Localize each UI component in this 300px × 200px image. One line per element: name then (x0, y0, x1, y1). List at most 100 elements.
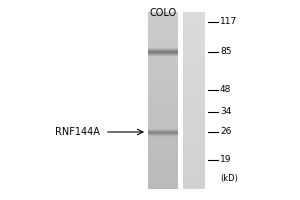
Bar (148, 180, 178, 181)
Bar (148, 100, 178, 101)
Bar (148, 152, 178, 153)
Bar (148, 52, 178, 53)
Bar (148, 67, 178, 68)
Bar (148, 33, 178, 34)
Bar (183, 186, 205, 188)
Bar (148, 178, 178, 180)
Bar (148, 138, 178, 139)
Bar (148, 73, 178, 74)
Bar (183, 60, 205, 62)
Bar (148, 148, 178, 150)
Bar (183, 54, 205, 56)
Bar (148, 131, 178, 132)
Bar (183, 153, 205, 154)
Bar (148, 53, 178, 54)
Bar (148, 155, 178, 156)
Bar (148, 85, 178, 86)
Bar (183, 126, 205, 127)
Bar (148, 43, 178, 44)
Bar (183, 57, 205, 58)
Bar (183, 59, 205, 60)
Bar (148, 133, 178, 135)
Bar (183, 13, 205, 14)
Bar (148, 185, 178, 187)
Bar (148, 78, 178, 79)
Bar (148, 128, 178, 130)
Bar (148, 105, 178, 107)
Bar (148, 108, 178, 109)
Bar (148, 130, 178, 131)
Bar (148, 137, 178, 138)
Bar (183, 66, 205, 67)
Bar (148, 170, 178, 171)
Bar (148, 133, 178, 134)
Bar (148, 16, 178, 17)
Bar (183, 38, 205, 40)
Bar (148, 83, 178, 85)
Bar (183, 89, 205, 91)
Bar (148, 49, 178, 50)
Bar (148, 22, 178, 23)
Bar (183, 119, 205, 121)
Bar (148, 55, 178, 56)
Bar (183, 45, 205, 47)
Bar (183, 38, 205, 39)
Bar (183, 170, 205, 171)
Bar (148, 52, 178, 53)
Bar (148, 96, 178, 98)
Bar (148, 149, 178, 151)
Bar (183, 129, 205, 130)
Bar (148, 97, 178, 99)
Bar (148, 99, 178, 100)
Bar (183, 62, 205, 64)
Bar (183, 160, 205, 161)
Bar (148, 104, 178, 105)
Bar (148, 95, 178, 96)
Bar (148, 63, 178, 64)
Bar (183, 31, 205, 33)
Bar (148, 12, 178, 13)
Bar (183, 73, 205, 74)
Bar (148, 71, 178, 72)
Bar (148, 88, 178, 89)
Bar (148, 35, 178, 36)
Bar (183, 18, 205, 20)
Bar (148, 145, 178, 146)
Bar (183, 12, 205, 13)
Bar (183, 103, 205, 104)
Bar (148, 119, 178, 121)
Bar (148, 49, 178, 50)
Bar (183, 48, 205, 49)
Bar (148, 174, 178, 175)
Bar (183, 128, 205, 130)
Bar (148, 122, 178, 123)
Bar (148, 158, 178, 159)
Bar (183, 97, 205, 99)
Bar (183, 63, 205, 64)
Bar (183, 87, 205, 88)
Bar (183, 78, 205, 79)
Bar (148, 77, 178, 78)
Bar (183, 74, 205, 76)
Bar (148, 182, 178, 183)
Bar (183, 52, 205, 53)
Bar (183, 111, 205, 112)
Bar (183, 17, 205, 19)
Bar (148, 31, 178, 33)
Bar (148, 162, 178, 163)
Bar (183, 70, 205, 71)
Bar (183, 72, 205, 73)
Bar (148, 160, 178, 161)
Bar (183, 58, 205, 59)
Bar (148, 90, 178, 92)
Bar (148, 129, 178, 130)
Bar (183, 75, 205, 77)
Bar (183, 96, 205, 97)
Bar (183, 21, 205, 22)
Bar (183, 26, 205, 27)
Bar (148, 140, 178, 142)
Bar (183, 140, 205, 141)
Bar (148, 68, 178, 70)
Bar (148, 48, 178, 49)
Bar (148, 107, 178, 108)
